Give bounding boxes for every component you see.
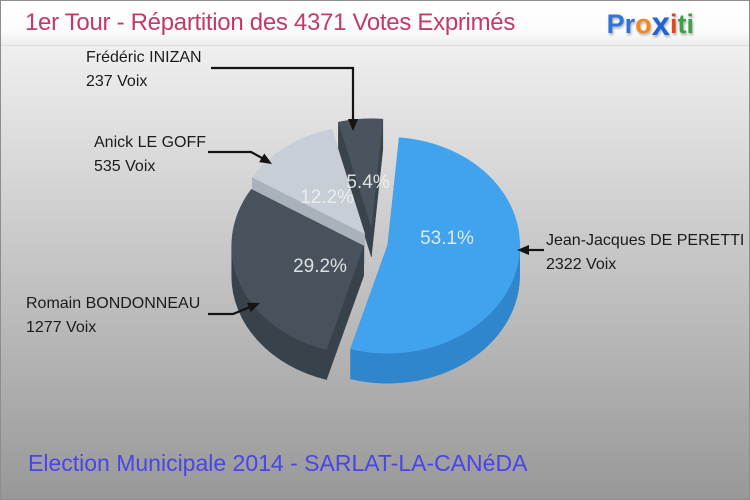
leader-arrow-le-goff [259, 153, 272, 164]
leader-line-inizan [211, 66, 355, 119]
pie-side-le-goff [331, 129, 365, 264]
leader-arrow-inizan [348, 119, 358, 131]
pie-slice-bondonneau [231, 189, 364, 350]
percent-label-inizan: 5.4% [346, 172, 389, 193]
candidate-name: Anick LE GOFF [94, 134, 207, 151]
pie-side-inizan [371, 119, 384, 257]
logo-letter: x [651, 5, 670, 42]
pie-side-bondonneau [326, 245, 364, 380]
callout-le-goff: Anick LE GOFF 535 Voix [94, 131, 206, 179]
footer-caption: Election Municipale 2014 - SARLAT-LA-CAN… [28, 450, 528, 476]
candidate-name: Romain BONDONNEAU [26, 295, 201, 312]
leader-line-bondonneau [208, 305, 251, 316]
logo-letter: r [624, 9, 636, 39]
pie-slice-de-peretti [350, 137, 520, 354]
logo-letter: P [606, 9, 625, 39]
pie-side-le-goff [251, 176, 365, 265]
leader-arrow-de-peretti [517, 245, 529, 255]
pie-slice-inizan [338, 118, 384, 227]
callout-bondonneau: Romain BONDONNEAU 1277 Voix [26, 292, 200, 340]
header-bar: 1er Tour - Répartition des 4371 Votes Ex… [1, 1, 749, 46]
pie-side-de-peretti [350, 245, 388, 379]
candidate-votes: 237 Voix [86, 73, 148, 90]
logo-letter: i [686, 9, 694, 39]
candidate-votes: 1277 Voix [26, 319, 97, 336]
percent-label-bondonneau: 29.2% [293, 256, 347, 277]
logo-letter: t [677, 9, 687, 39]
candidate-name: Frédéric INIZAN [86, 49, 202, 66]
candidate-name: Jean-Jacques DE PERETTI [546, 232, 745, 249]
candidate-votes: 535 Voix [94, 158, 156, 175]
logo-letter: i [669, 9, 678, 39]
percent-label-de-peretti: 53.1% [420, 228, 474, 249]
candidate-votes: 2322 Voix [546, 256, 617, 273]
proxiti-logo: Proxiti [607, 5, 694, 43]
callout-inizan: Frédéric INIZAN 237 Voix [86, 46, 202, 94]
pie-side-de-peretti [387, 137, 400, 276]
callout-de-peretti: Jean-Jacques DE PERETTI 2322 Voix [546, 229, 744, 277]
pie-side-inizan [338, 122, 372, 257]
leader-arrow-bondonneau [247, 302, 260, 313]
pie-slice-le-goff [251, 128, 366, 235]
logo-letter: o [635, 9, 652, 39]
leader-line-le-goff [208, 150, 263, 159]
pie-wall-bondonneau [231, 245, 327, 380]
pie-wall-de-peretti [350, 245, 520, 384]
pie-side-bondonneau [250, 188, 364, 277]
page-title: 1er Tour - Répartition des 4371 Votes Ex… [25, 9, 516, 36]
percent-label-le-goff: 12.2% [300, 187, 354, 208]
